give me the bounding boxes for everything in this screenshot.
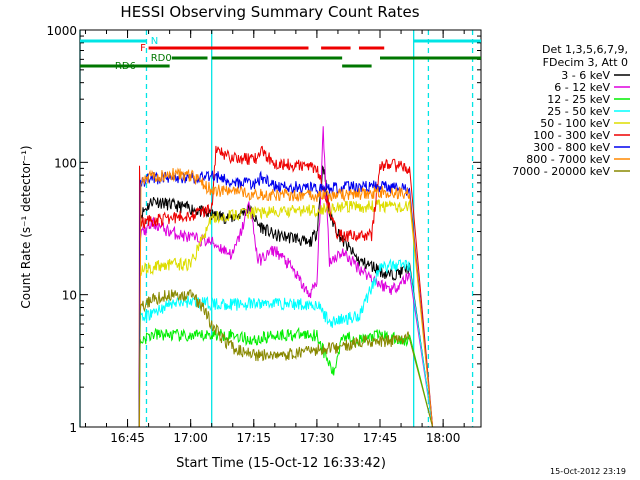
series-line-9 <box>138 289 434 428</box>
plot-area <box>79 30 474 428</box>
x-tick-label-3: 17:15 <box>236 431 271 445</box>
flag-label-f: F <box>140 43 146 54</box>
x-axis-label: Start Time (15-Oct-12 16:33:42) <box>176 456 386 471</box>
flag-label-n: N <box>151 36 158 47</box>
chart-title: HESSI Observing Summary Count Rates <box>120 3 419 21</box>
y-tick-label-2: 10 <box>62 289 77 303</box>
x-tick-label-1: 16:45 <box>110 431 145 445</box>
y-axis-label: Count Rate (s⁻¹ detector⁻¹) <box>19 145 33 308</box>
legend-header-line-2: FDecim 3, Att 0 <box>543 56 628 69</box>
series-line-5 <box>138 199 434 428</box>
flag-label-rd6: RD6 <box>115 61 136 72</box>
legend-label-2: 6 - 12 keV <box>554 81 610 94</box>
legend-label-9: 7000 - 20000 keV <box>512 165 610 178</box>
legend-label-8: 800 - 7000 keV <box>526 153 610 166</box>
legend-label-1: 3 - 6 keV <box>561 69 610 82</box>
x-tick-label-4: 17:30 <box>300 431 335 445</box>
axes: 16:45 17:00 17:15 17:30 17:45 18:00 1 10 100 1000 <box>46 24 482 445</box>
attenuator-flags: NF RD0 RD6 <box>80 36 481 72</box>
series-line-1 <box>138 164 434 428</box>
legend-header-line-1: Det 1,3,5,6,7,9, <box>542 43 628 56</box>
series-line-8 <box>139 167 434 428</box>
legend-label-4: 25 - 50 keV <box>547 105 610 118</box>
timestamp-label: 15-Oct-2012 23:19 <box>550 467 626 476</box>
flag-label-rd0: RD0 <box>151 53 172 64</box>
x-tick-label-5: 17:45 <box>363 431 398 445</box>
series-line-2 <box>138 126 434 428</box>
y-tick-label-1: 1 <box>69 421 77 435</box>
legend-label-5: 50 - 100 keV <box>540 117 610 130</box>
legend-label-7: 300 - 800 keV <box>533 141 610 154</box>
legend: Det 1,3,5,6,7,9, FDecim 3, Att 0 3 - 6 k… <box>512 43 630 178</box>
legend-label-3: 12 - 25 keV <box>547 93 610 106</box>
y-tick-label-4: 1000 <box>46 24 77 38</box>
series-line-6 <box>138 145 434 428</box>
x-tick-label-6: 18:00 <box>426 431 461 445</box>
plot-frame <box>79 29 482 428</box>
x-tick-label-2: 17:00 <box>173 431 208 445</box>
y-tick-label-3: 100 <box>54 156 77 170</box>
legend-label-6: 100 - 300 keV <box>533 129 610 142</box>
series-line-3 <box>138 326 434 428</box>
